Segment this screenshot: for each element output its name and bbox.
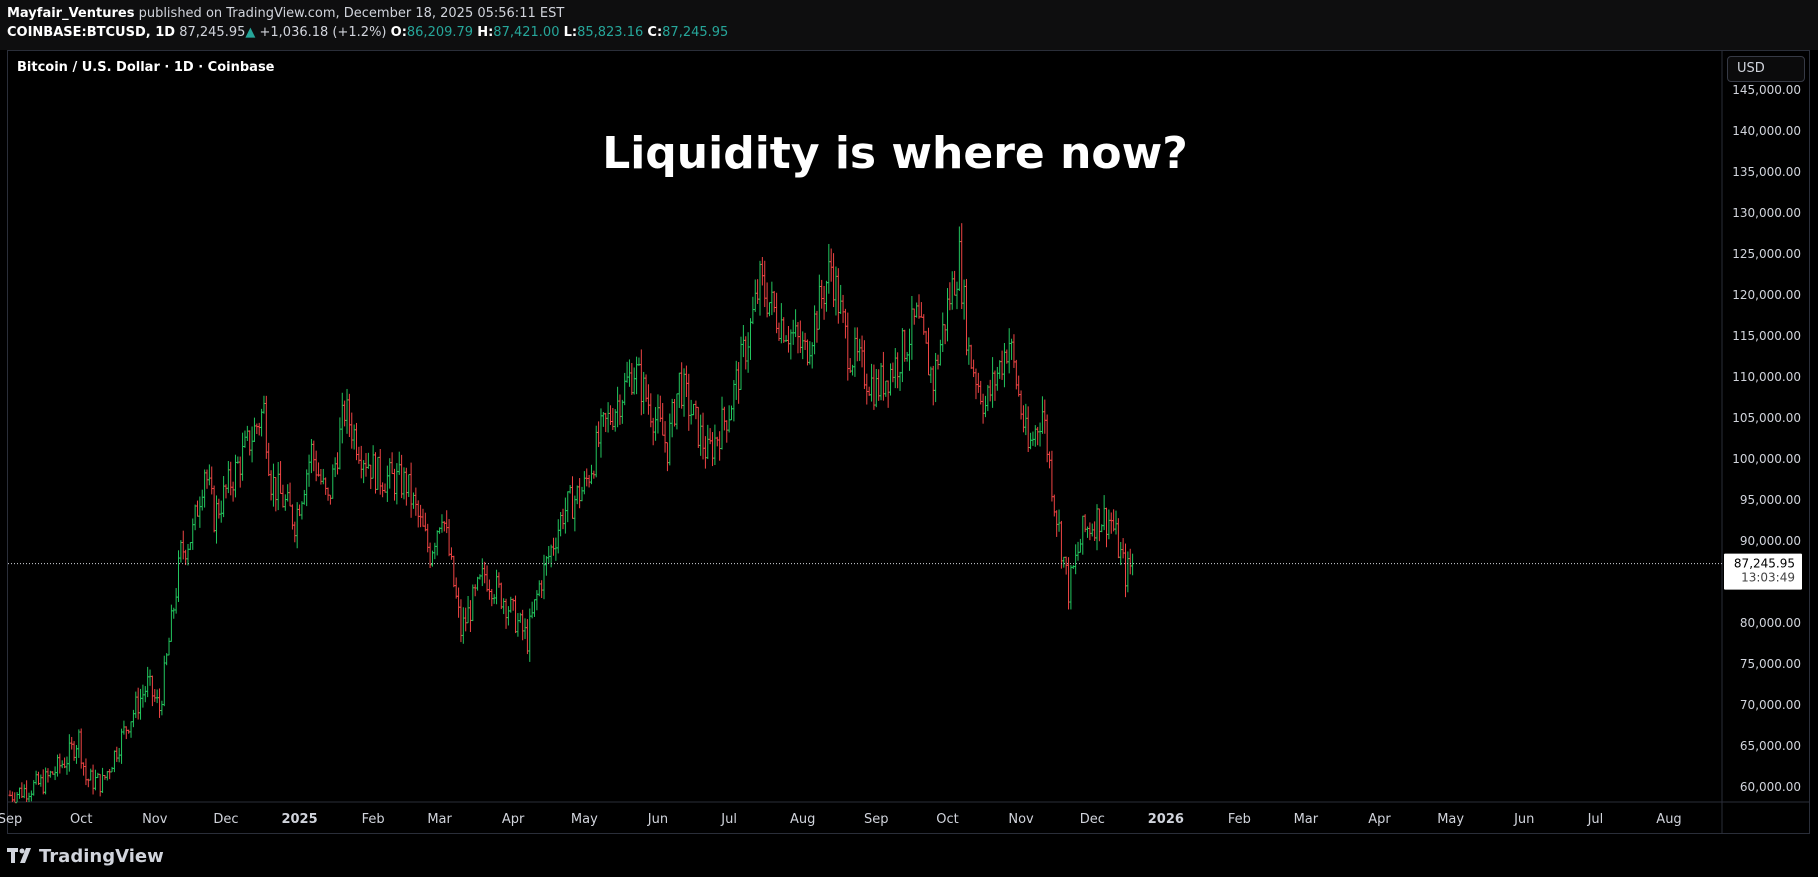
x-tick-label: Feb: [362, 812, 385, 827]
chart-title: Liquidity is where now?: [602, 128, 1188, 179]
open-label: O:: [390, 25, 407, 40]
close-label: C:: [647, 25, 663, 40]
change-text: +1,036.18 (+1.2%): [259, 25, 387, 40]
x-tick-label: Apr: [502, 812, 525, 827]
y-tick-label: 105,000.00: [1732, 411, 1801, 425]
countdown-text: 13:03:49: [1741, 571, 1795, 585]
published-text: published on TradingView.com, December 1…: [138, 6, 565, 21]
brand-text: TradingView: [39, 845, 164, 867]
x-tick-label: Jun: [647, 812, 668, 827]
y-tick-label: 80,000.00: [1740, 616, 1801, 630]
x-tick-label: 2025: [281, 812, 317, 827]
x-tick-label: Mar: [1294, 812, 1319, 827]
y-tick-label: 95,000.00: [1740, 493, 1801, 507]
x-tick-label: Mar: [427, 812, 452, 827]
y-tick-label: 145,000.00: [1732, 83, 1801, 97]
tradingview-logo[interactable]: TradingView: [7, 844, 164, 868]
y-tick-label: 60,000.00: [1740, 780, 1801, 794]
low-label: L:: [563, 25, 578, 40]
y-tick-label: 120,000.00: [1732, 288, 1801, 302]
x-tick-label: Oct: [70, 812, 92, 827]
symbol-text: COINBASE:BTCUSD, 1D: [7, 25, 176, 40]
x-tick-label: Jun: [1513, 812, 1534, 827]
close-value: 87,245.95: [662, 25, 729, 40]
symbol-label: Bitcoin / U.S. Dollar · 1D · Coinbase: [17, 60, 275, 75]
y-tick-label: 115,000.00: [1732, 329, 1801, 343]
y-tick-label: 110,000.00: [1732, 370, 1801, 384]
y-tick-label: 70,000.00: [1740, 698, 1801, 712]
x-tick-label: Dec: [213, 812, 238, 827]
y-tick-label: 140,000.00: [1732, 124, 1801, 138]
y-tick-label: 135,000.00: [1732, 165, 1801, 179]
x-tick-label: Nov: [1008, 812, 1034, 827]
x-tick-label: Sep: [864, 812, 889, 827]
last-price-text: 87,245.95: [179, 25, 246, 40]
x-tick-label: Jul: [1587, 812, 1604, 827]
last-price-tag-value: 87,245.95: [1734, 557, 1795, 571]
x-tick-label: Sep: [0, 812, 22, 827]
x-tick-label: Nov: [142, 812, 168, 827]
y-tick-label: 65,000.00: [1740, 739, 1801, 753]
x-tick-label: Dec: [1080, 812, 1105, 827]
publication-header: Mayfair_Ventures published on TradingVie…: [0, 0, 1818, 50]
open-value: 86,209.79: [406, 25, 474, 40]
ohlc-line: COINBASE:BTCUSD, 1D 87,245.95▲ +1,036.18…: [7, 25, 728, 41]
y-tick-label: 130,000.00: [1732, 206, 1801, 220]
high-label: H:: [477, 25, 494, 40]
tradingview-icon: [7, 848, 31, 863]
x-tick-label: Feb: [1228, 812, 1251, 827]
x-tick-label: Aug: [790, 812, 815, 827]
y-tick-label: 90,000.00: [1740, 534, 1801, 548]
x-tick-label: Apr: [1368, 812, 1391, 827]
high-value: 87,421.00: [493, 25, 560, 40]
x-tick-label: Oct: [936, 812, 958, 827]
low-value: 85,823.16: [577, 25, 644, 40]
publish-info-line: Mayfair_Ventures published on TradingVie…: [7, 6, 564, 22]
x-tick-label: May: [1437, 812, 1464, 827]
x-tick-label: Aug: [1656, 812, 1681, 827]
x-tick-label: May: [571, 812, 598, 827]
author-name[interactable]: Mayfair_Ventures: [7, 6, 135, 21]
y-tick-label: 100,000.00: [1732, 452, 1801, 466]
y-tick-label: 125,000.00: [1732, 247, 1801, 261]
x-tick-label: 2026: [1148, 812, 1184, 827]
last-price-tag: [1724, 553, 1802, 590]
y-tick-label: 75,000.00: [1740, 657, 1801, 671]
currency-button[interactable]: USD: [1727, 56, 1805, 82]
change-arrow-icon: ▲: [245, 25, 256, 40]
chart-frame[interactable]: [7, 50, 1810, 834]
x-tick-label: Jul: [720, 812, 737, 827]
